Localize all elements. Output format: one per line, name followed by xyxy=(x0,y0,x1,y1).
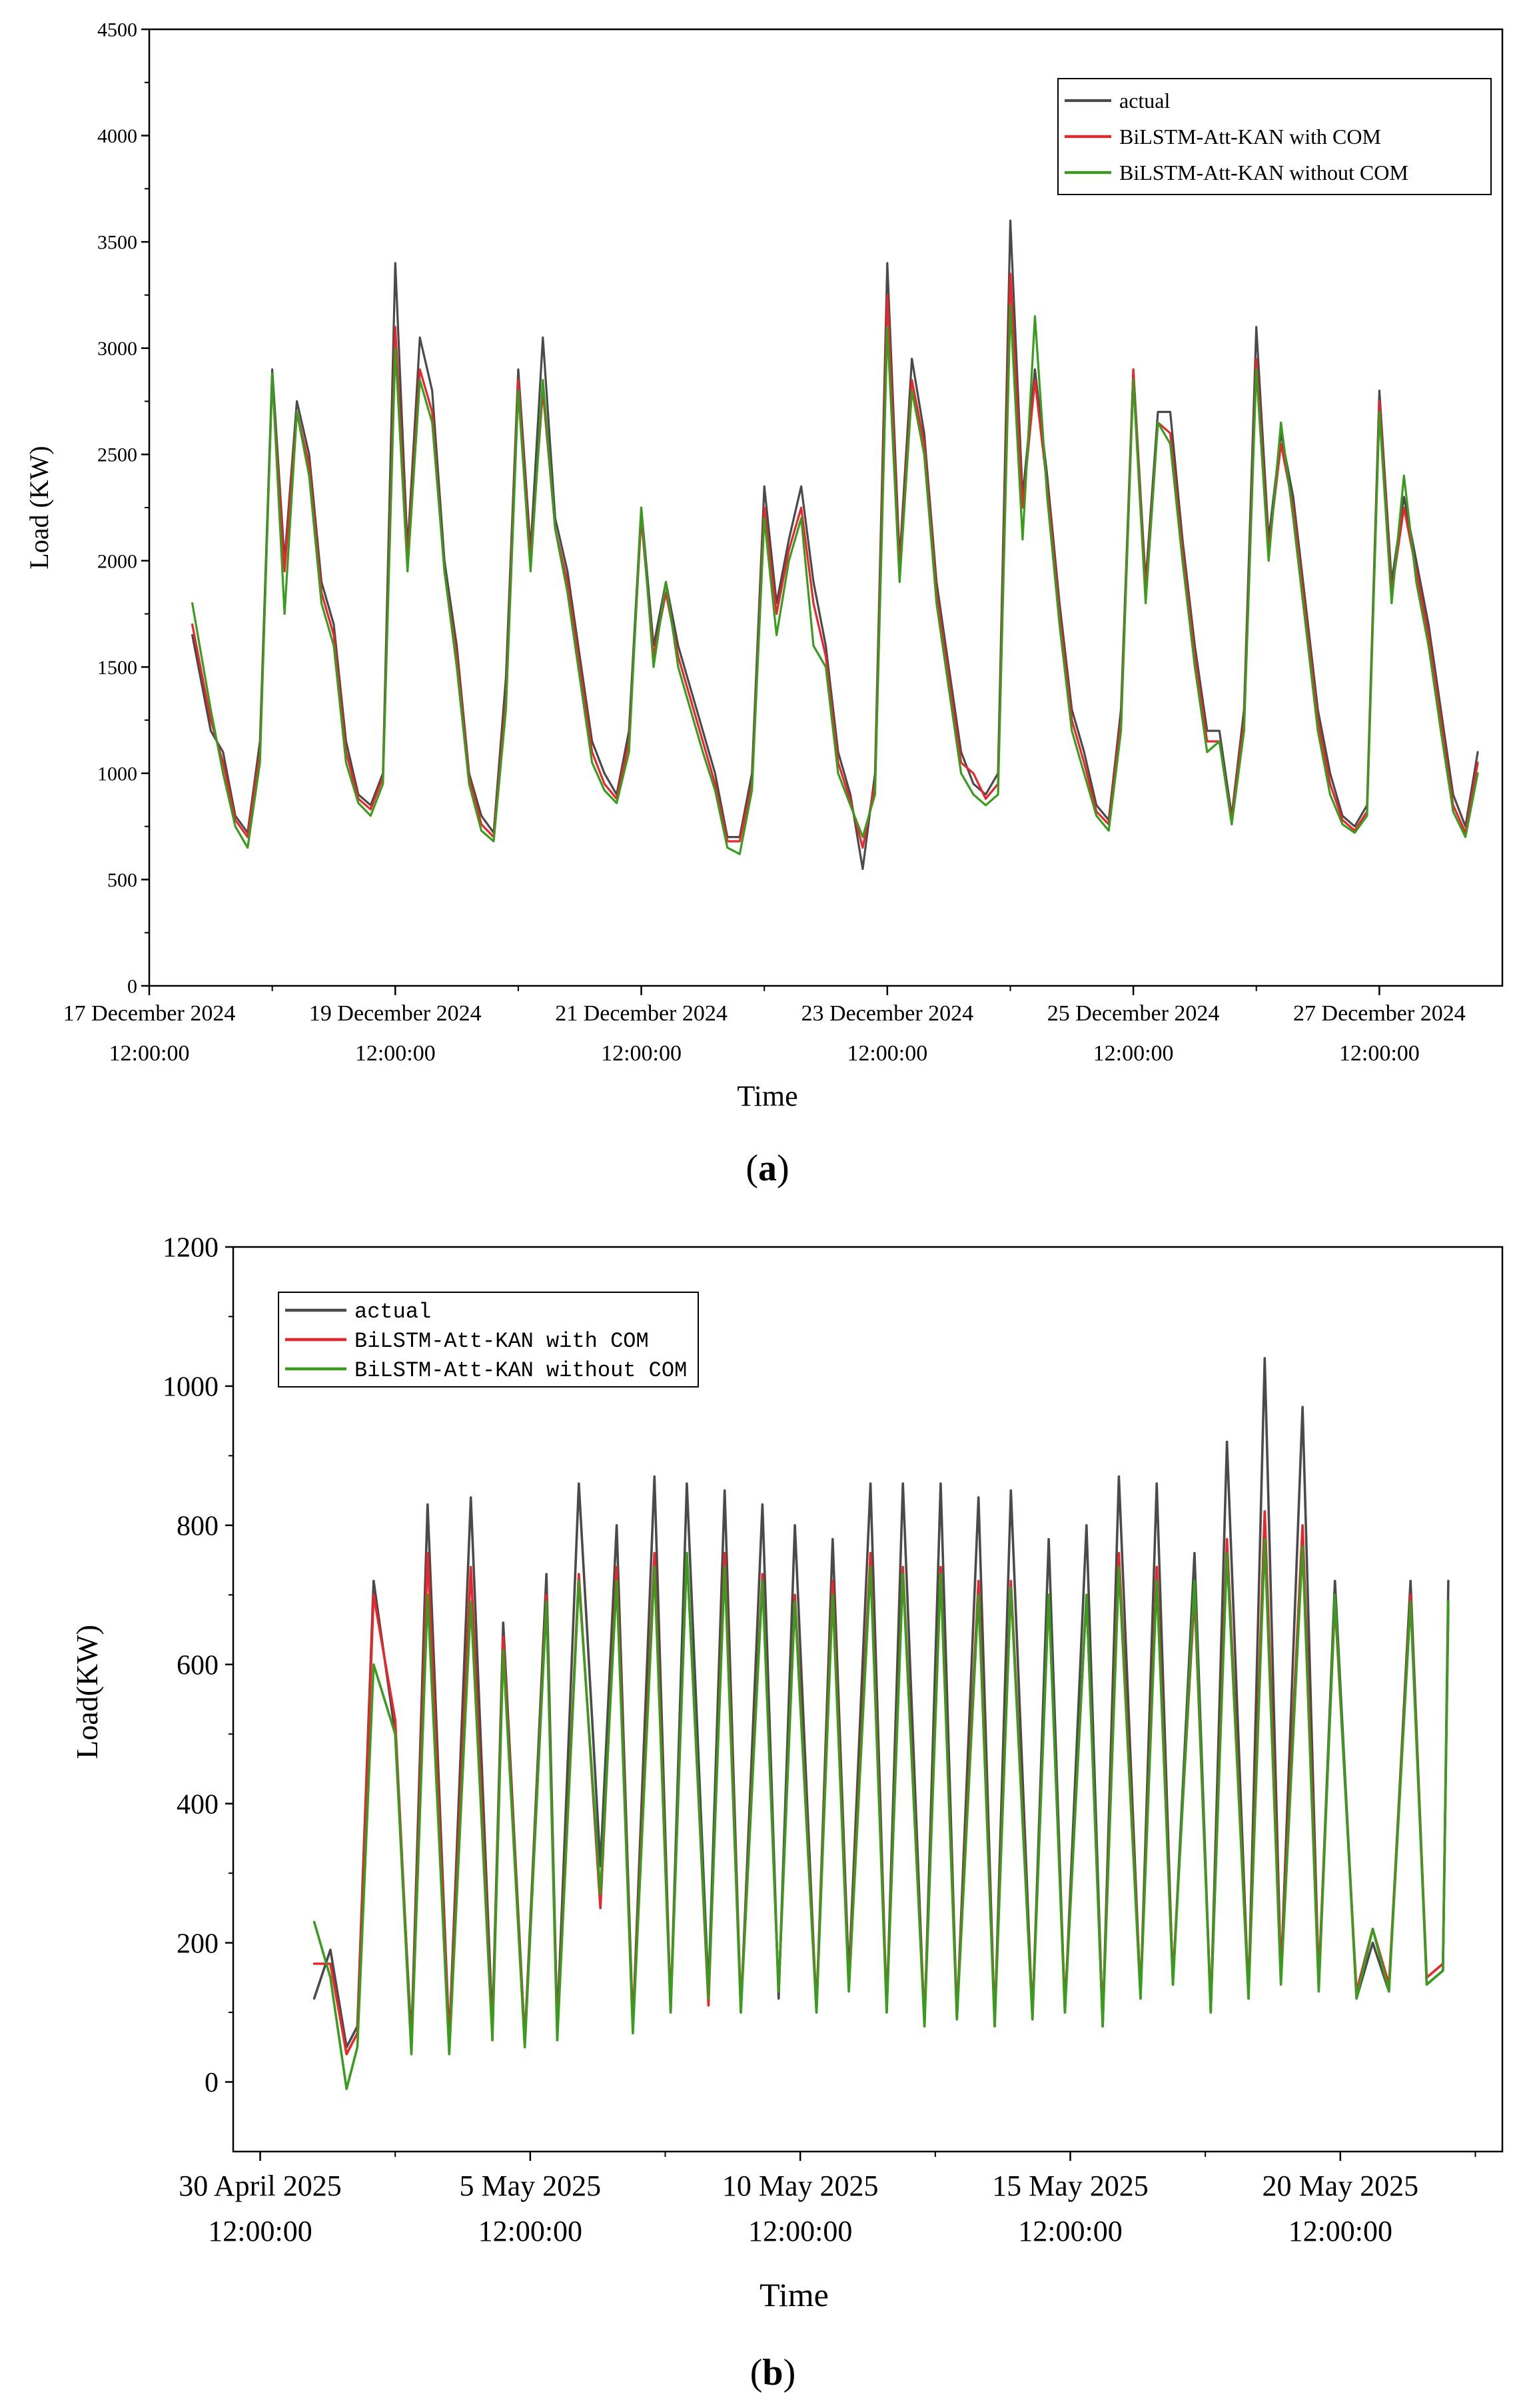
legend-label: BiLSTM-Att-KAN without COM xyxy=(354,1358,687,1383)
chart-panel-b: 0 200 400 600 800 1000 1200 30 April 2025 12:00… xyxy=(70,1233,1504,2393)
y-tick-label: 200 xyxy=(177,1928,219,1959)
legend-b: actual BiLSTM-Att-KAN with COM BiLSTM-Att-… xyxy=(278,1292,699,1388)
x-tick-label-date: 17 December 2024 xyxy=(63,1001,236,1026)
y-axis-ticks-b: 0 200 400 600 800 1000 1200 xyxy=(163,1233,233,2098)
y-tick-label: 0 xyxy=(127,976,137,998)
x-tick-label-time: 12:00:00 xyxy=(847,1041,927,1066)
x-tick-label-time: 12:00:00 xyxy=(748,2215,852,2247)
y-tick-label: 0 xyxy=(205,2068,219,2098)
legend-a: actual BiLSTM-Att-KAN with COM BiLSTM-Att-… xyxy=(1057,78,1492,195)
y-tick-label: 1000 xyxy=(97,763,137,785)
y-tick-label: 4500 xyxy=(97,19,137,41)
panel-label-b: (b) xyxy=(750,2352,795,2393)
legend-box xyxy=(278,1292,699,1388)
y-tick-label: 3500 xyxy=(97,232,137,254)
x-tick-label-date: 25 December 2024 xyxy=(1047,1001,1220,1026)
y-tick-label: 600 xyxy=(177,1650,219,1681)
y-tick-label: 4000 xyxy=(97,125,137,147)
x-tick-label-time: 12:00:00 xyxy=(1093,1041,1174,1066)
x-tick-label-time: 12:00:00 xyxy=(1288,2215,1392,2247)
x-tick-label-time: 12:00:00 xyxy=(208,2215,312,2247)
x-tick-label-time: 12:00:00 xyxy=(109,1041,190,1066)
x-axis-label-b: Time xyxy=(760,2276,829,2313)
x-tick-label-date: 23 December 2024 xyxy=(801,1001,973,1026)
legend-label: BiLSTM-Att-KAN with COM xyxy=(354,1329,649,1354)
series-line-bilstm-att-kan-without-com xyxy=(191,304,1479,855)
y-tick-label: 3000 xyxy=(97,338,137,360)
y-tick-label: 500 xyxy=(107,869,137,891)
legend-box xyxy=(1057,78,1492,195)
x-tick-label-date: 21 December 2024 xyxy=(555,1001,728,1026)
y-tick-label: 1000 xyxy=(163,1372,219,1403)
y-tick-label: 2500 xyxy=(97,444,137,466)
y-tick-label: 400 xyxy=(177,1789,219,1820)
chart-panel-a: 0 500 1000 1500 2000 2500 3000 3500 4000 4500 17 … xyxy=(24,19,1504,1189)
x-tick-label-time: 12:00:00 xyxy=(601,1041,682,1066)
x-axis-ticks-b: 30 April 2025 12:00:00 5 May 2025 12:00:00 1… xyxy=(179,2152,1476,2247)
x-tick-label-time: 12:00:00 xyxy=(478,2215,582,2247)
plot-frame-b xyxy=(232,1246,1504,2153)
series-line-actual xyxy=(191,219,1479,871)
x-tick-label-date: 10 May 2025 xyxy=(722,2170,879,2202)
x-tick-label-date: 5 May 2025 xyxy=(460,2170,602,2202)
y-tick-label: 1500 xyxy=(97,657,137,679)
panel-label-a: (a) xyxy=(746,1148,789,1189)
x-tick-label-date: 27 December 2024 xyxy=(1293,1001,1466,1026)
y-tick-label: 2000 xyxy=(97,550,137,572)
legend-label: actual xyxy=(354,1300,431,1324)
x-axis-label-a: Time xyxy=(737,1080,797,1112)
x-tick-label-date: 15 May 2025 xyxy=(992,2170,1149,2202)
y-axis-label-b: Load(KW) xyxy=(70,1625,104,1759)
x-tick-label-date: 19 December 2024 xyxy=(309,1001,482,1026)
x-tick-label-time: 12:00:00 xyxy=(1018,2215,1122,2247)
x-tick-label-time: 12:00:00 xyxy=(1339,1041,1420,1066)
y-tick-label: 800 xyxy=(177,1511,219,1542)
y-axis-ticks-a: 0 500 1000 1500 2000 2500 3000 3500 4000 4500 xyxy=(97,19,149,998)
legend-label: BiLSTM-Att-KAN without COM xyxy=(1119,161,1408,185)
series-line-bilstm-att-kan-without-com xyxy=(312,1537,1450,2090)
legend-label: actual xyxy=(1119,89,1171,113)
y-tick-label: 1200 xyxy=(163,1233,219,1264)
series-group-b xyxy=(312,1357,1450,2090)
x-tick-label-date: 20 May 2025 xyxy=(1262,2170,1418,2202)
x-tick-label-date: 30 April 2025 xyxy=(179,2170,341,2202)
series-group-a xyxy=(191,219,1479,871)
legend-label: BiLSTM-Att-KAN with COM xyxy=(1119,125,1381,149)
x-axis-ticks-a: 17 December 2024 12:00:00 19 December 2024… xyxy=(63,986,1466,1066)
y-axis-label-a: Load (KW) xyxy=(24,446,54,569)
x-tick-label-time: 12:00:00 xyxy=(355,1041,436,1066)
